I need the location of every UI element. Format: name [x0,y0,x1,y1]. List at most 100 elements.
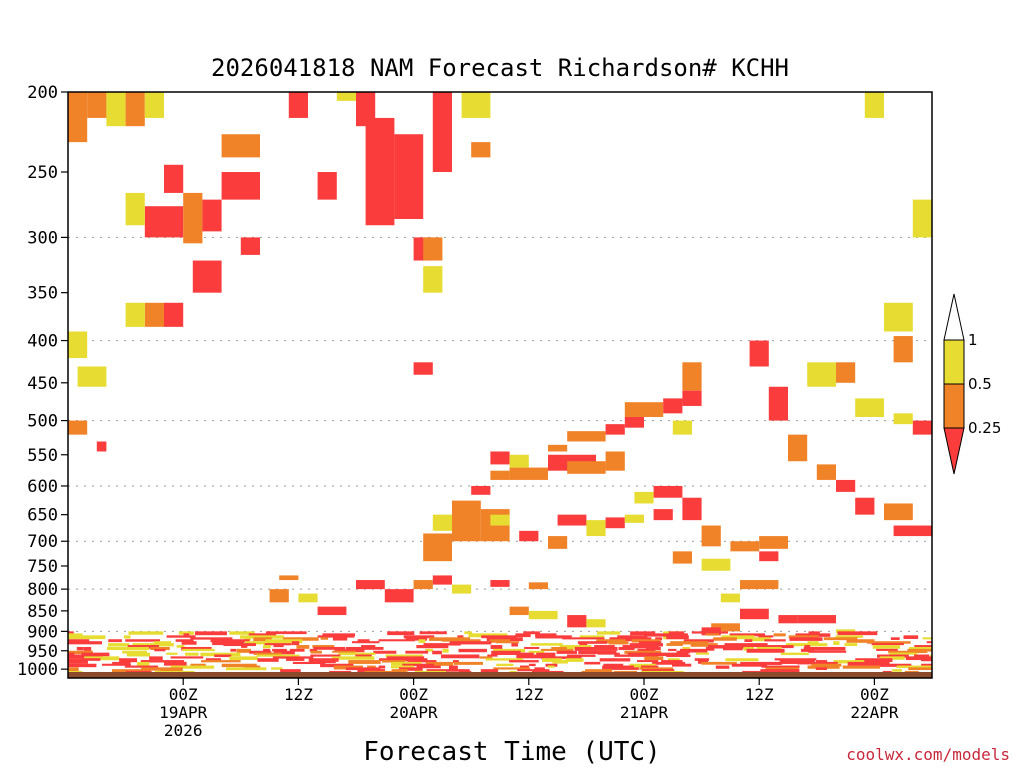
bl-streak-301 [416,665,441,669]
ri-cell-112 [912,199,932,238]
bl-streak-272 [584,661,601,665]
bl-streak-199 [645,652,689,657]
bl-streak-265 [112,661,131,666]
bl-streak-64 [108,639,122,643]
bl-streak-310 [842,665,881,669]
bl-streak-158 [425,648,433,652]
bl-streak-36 [535,635,572,639]
bl-streak-90 [608,641,629,645]
ri-cell-95 [490,580,510,587]
ytick-label-600: 600 [27,477,58,497]
bl-streak-347 [581,670,600,674]
bl-streak-273 [652,661,686,665]
colorbar-bin-top [943,293,965,341]
ri-cell-51 [605,451,625,471]
bl-streak-190 [166,652,178,655]
bl-streak-328 [357,669,386,673]
ytick-label-850: 850 [27,602,58,622]
bl-streak-215 [877,654,909,658]
ri-cell-21 [288,92,308,118]
ri-cell-33 [413,362,433,375]
bl-streak-205 [256,654,300,657]
bl-streak-68 [265,639,303,644]
ri-cell-20 [96,441,107,452]
bl-streak-227 [644,656,664,660]
bl-streak-135 [313,646,345,650]
bl-streak-112 [127,645,160,649]
ri-cell-23 [356,92,376,127]
bl-streak-186 [888,650,928,654]
richardson-cells [68,92,932,640]
ri-cell-62 [653,509,673,521]
bl-streak-127 [804,645,811,649]
bl-streak-162 [540,648,574,652]
bl-streak-240 [565,658,584,662]
ri-cell-45 [548,536,568,549]
ri-cell-110 [855,398,884,417]
bl-streak-92 [670,641,708,645]
bl-streak-167 [800,648,814,652]
bl-streak-160 [458,648,487,653]
ytick-label-300: 300 [27,228,58,248]
colorbar-label-2: 0.25 [968,419,1001,437]
bl-streak-117 [296,645,310,649]
bl-streak-191 [184,652,199,656]
bl-streak-54 [562,637,605,640]
xtick-label-0-1: 19APR [159,703,208,722]
bl-streak-268 [292,661,326,665]
ri-cell-86 [279,575,299,581]
bl-streak-229 [905,656,932,661]
ri-cell-29 [423,266,443,293]
bl-streak-226 [541,656,582,660]
bl-streak-62 [922,637,932,640]
bl-streak-20 [468,633,508,638]
ytick-label-650: 650 [27,506,58,526]
ri-cell-70 [701,558,731,571]
bl-streak-43 [835,635,863,638]
bl-streak-143 [705,646,715,651]
bl-streak-279 [102,663,131,666]
bl-streak-2 [178,631,194,635]
bl-streak-303 [519,665,529,669]
xtick-label-0-2: 2026 [164,721,203,740]
ri-cell-104 [912,420,932,435]
bl-streak-145 [743,646,755,651]
bl-streak-136 [345,646,384,650]
ri-cell-90 [509,606,529,616]
colorbar-bin-orange [943,383,965,429]
credit-link[interactable]: coolwx.com/models [846,745,1010,764]
bl-streak-46 [244,637,251,641]
ri-cell-98 [788,434,808,462]
bl-streak-218 [84,656,120,661]
bl-streak-305 [602,665,634,668]
bl-streak-91 [638,641,662,645]
bl-streak-35 [481,635,517,639]
ri-cell-72 [740,580,779,590]
bl-streak-307 [715,665,730,669]
bl-streak-28 [68,635,106,640]
ri-cell-105 [893,413,913,425]
xtick-label-4-1: 21APR [620,703,669,722]
bl-streak-109 [786,643,828,647]
gridlines [68,236,932,632]
bl-streak-75 [631,639,661,643]
ri-cell-78 [711,623,740,632]
bl-streak-15 [837,631,878,636]
bl-streak-261 [779,660,815,664]
bl-streak-4 [229,631,255,635]
ri-cell-19 [68,420,88,435]
bl-streak-277 [847,661,890,666]
bl-streak-189 [126,652,151,657]
ri-cell-91 [528,610,558,620]
boundary-layer-strokes [68,631,932,675]
bl-streak-202 [888,652,918,655]
bl-streak-255 [453,660,459,664]
bl-streak-12 [668,631,685,635]
y-axis-ticks: 200 250 300 350 400 450 500 550 600 650 700 750 8008… [17,83,68,680]
bl-streak-320 [602,667,639,670]
bl-streak-132 [106,646,149,651]
bl-streak-126 [758,645,794,649]
bl-streak-140 [618,646,635,651]
bl-streak-10 [596,631,621,635]
